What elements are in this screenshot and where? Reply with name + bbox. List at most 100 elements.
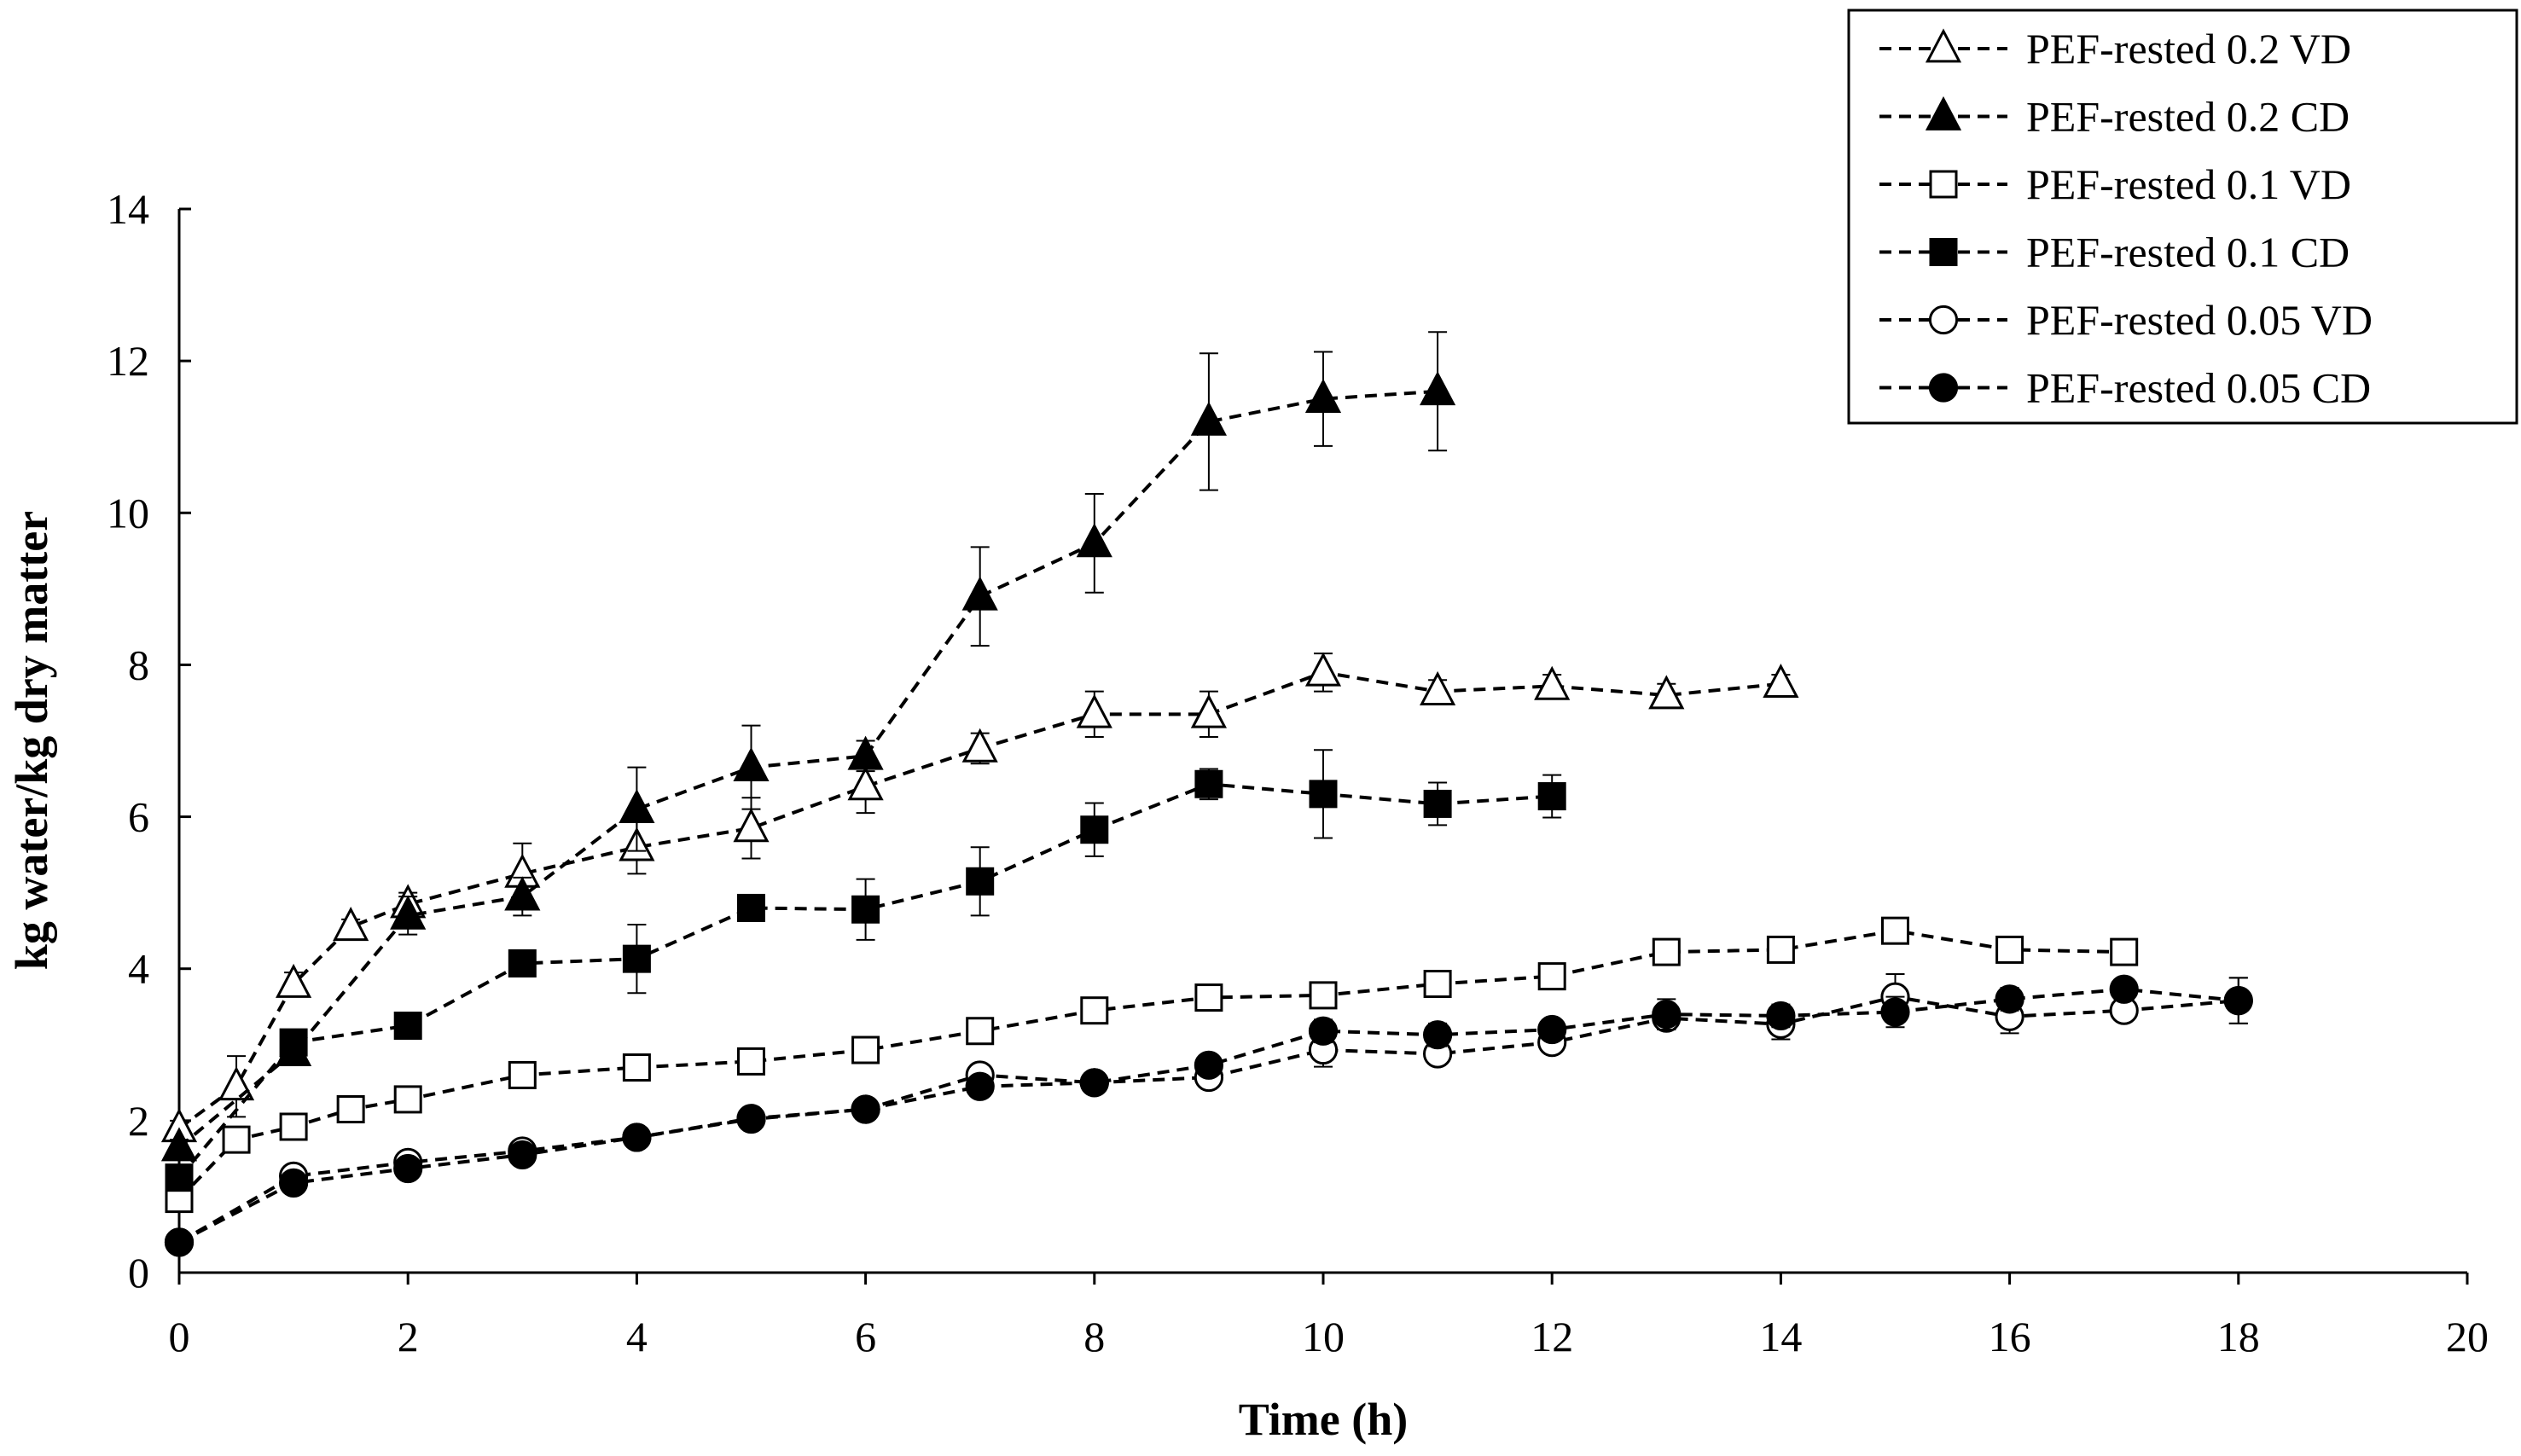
data-point <box>733 746 770 782</box>
data-point <box>966 1017 995 1046</box>
data-point <box>160 1127 198 1162</box>
data-point <box>733 808 770 843</box>
legend-entry-1: PEF-rested 0.2 VD <box>1879 25 2351 73</box>
data-point <box>1995 984 2024 1014</box>
series-line <box>178 987 2239 1244</box>
y-tick-label: 0 <box>128 1249 149 1296</box>
data-point <box>1080 815 1109 844</box>
data-point <box>1194 983 1223 1012</box>
legend-entry-3: PEF-rested 0.1 VD <box>1879 160 2351 208</box>
y-tick-label: 10 <box>107 489 149 537</box>
data-point <box>619 788 655 824</box>
data-point <box>737 1047 765 1076</box>
data-point <box>961 576 998 611</box>
data-point <box>1423 789 1452 818</box>
y-tick-label: 14 <box>107 185 149 233</box>
series-layer <box>160 331 2253 1257</box>
legend-entry-2: PEF-rested 0.2 CD <box>1879 93 2350 141</box>
series-line <box>177 995 2239 1244</box>
data-point <box>1309 981 1338 1010</box>
legend-label: PEF-rested 0.1 CD <box>2026 229 2350 276</box>
data-point <box>1079 1068 1109 1098</box>
data-point <box>1423 970 1452 999</box>
x-tick-label: 10 <box>1302 1313 1345 1360</box>
series-3 <box>165 916 2139 1214</box>
series-line <box>177 670 1781 1130</box>
data-point <box>1304 652 1342 687</box>
x-tick-label: 20 <box>2446 1313 2489 1360</box>
data-point <box>1420 371 1456 406</box>
data-point <box>1194 769 1223 798</box>
data-point <box>965 1071 995 1101</box>
series-4 <box>165 749 1566 1192</box>
x-tick-label: 0 <box>169 1313 190 1360</box>
legend-label: PEF-rested 0.05 CD <box>2026 364 2371 412</box>
data-point <box>393 1012 422 1041</box>
data-point <box>508 948 537 977</box>
data-point <box>165 1163 194 1192</box>
data-point <box>1537 1014 1567 1045</box>
legend-label: PEF-rested 0.05 VD <box>2026 296 2373 344</box>
data-point <box>1648 675 1685 710</box>
data-point <box>2223 986 2253 1016</box>
legend: PEF-rested 0.2 VD PEF-rested 0.2 CD PEF-re… <box>1847 9 2518 425</box>
y-tick-label: 6 <box>128 793 149 841</box>
data-point <box>1190 401 1227 436</box>
x-tick-label: 6 <box>855 1313 876 1360</box>
data-point <box>961 728 998 763</box>
data-point <box>1076 693 1112 728</box>
data-point <box>1304 379 1342 414</box>
data-point <box>1190 693 1227 728</box>
data-point <box>736 1104 766 1134</box>
ticks: 0 2 4 6 8 10 12 14 0 2 4 6 8 10 12 14 16 18 20 <box>107 185 2489 1360</box>
data-point <box>966 867 995 896</box>
x-tick-label: 18 <box>2217 1313 2260 1360</box>
series-line <box>177 389 1438 1149</box>
data-point <box>393 1153 423 1184</box>
legend-entry-5: PEF-rested 0.05 VD <box>1879 296 2373 344</box>
series-6 <box>164 974 2253 1257</box>
legend-marker <box>1929 238 1958 266</box>
data-point <box>276 963 312 998</box>
data-point <box>1080 996 1109 1025</box>
data-point <box>1652 937 1681 966</box>
legend-label: PEF-rested 0.1 VD <box>2026 160 2351 208</box>
data-point <box>1880 997 1910 1027</box>
data-point <box>1995 935 2024 964</box>
data-point <box>1766 935 1795 964</box>
data-point <box>737 893 765 922</box>
legend-label: PEF-rested 0.2 VD <box>2026 25 2351 73</box>
data-point <box>1308 1016 1339 1046</box>
data-point <box>393 1085 422 1114</box>
x-axis-title: Time (h) <box>1239 1394 1409 1445</box>
legend-marker <box>1929 170 1958 199</box>
legend-marker <box>1925 28 1962 63</box>
data-point <box>1423 1020 1453 1050</box>
y-axis-title: kg water/kg dry matter <box>6 511 57 970</box>
data-point <box>622 1053 651 1082</box>
legend-marker <box>1925 96 1962 131</box>
y-tick-label: 2 <box>128 1097 149 1145</box>
data-point <box>336 1094 365 1123</box>
data-point <box>1420 670 1456 705</box>
y-tick-label: 8 <box>128 641 149 688</box>
data-point <box>622 1122 652 1152</box>
data-point <box>1537 962 1566 991</box>
legend-label: PEF-rested 0.2 CD <box>2026 93 2350 141</box>
data-point <box>222 1125 251 1154</box>
data-point <box>1534 665 1571 700</box>
legend-entry-4: PEF-rested 0.1 CD <box>1879 229 2350 276</box>
data-point <box>847 735 884 770</box>
legend-box <box>1847 9 2518 425</box>
data-point <box>2110 937 2139 966</box>
x-tick-label: 4 <box>626 1313 648 1360</box>
data-point <box>508 1140 537 1170</box>
data-point <box>851 1094 880 1124</box>
data-point <box>1763 664 1799 699</box>
data-point <box>390 895 427 930</box>
x-tick-label: 8 <box>1083 1313 1105 1360</box>
x-tick-label: 12 <box>1531 1313 1573 1360</box>
series-line <box>177 929 2124 1200</box>
y-tick-label: 4 <box>128 945 149 993</box>
data-point <box>1881 916 1909 945</box>
